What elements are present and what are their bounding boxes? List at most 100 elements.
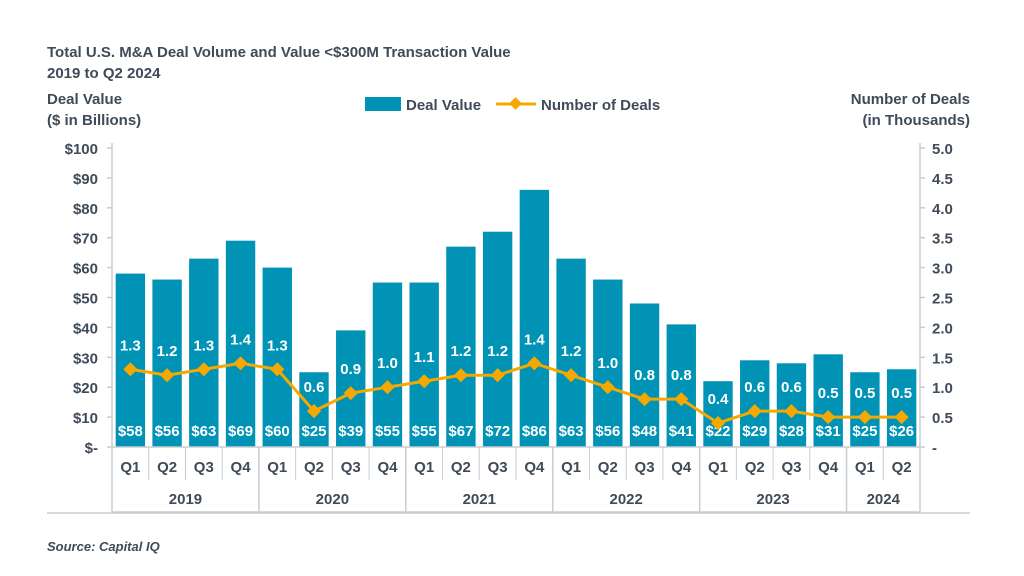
year-label: 2021 (463, 491, 496, 508)
right-tick-label: 5.0 (932, 141, 953, 158)
right-tick-label: 0.5 (932, 410, 953, 427)
line-label: 0.8 (634, 367, 655, 384)
quarter-label: Q4 (818, 459, 839, 476)
line-marker (637, 392, 652, 407)
bar-label: $72 (485, 423, 510, 440)
bar-label: $41 (669, 423, 694, 440)
line-marker (747, 404, 762, 419)
quarter-label: Q1 (561, 459, 581, 476)
quarter-label: Q3 (635, 459, 655, 476)
quarter-label: Q1 (267, 459, 287, 476)
source-note: Source: Capital IQ (47, 539, 160, 554)
right-tick-label: 1.5 (932, 350, 953, 367)
quarter-label: Q1 (414, 459, 434, 476)
left-tick-label: $- (85, 440, 98, 457)
line-marker (527, 356, 542, 371)
bar-deal-value (482, 231, 513, 447)
year-label: 2022 (609, 491, 642, 508)
left-tick-label: $10 (73, 410, 98, 427)
line-marker (306, 404, 322, 419)
right-axis-title-2: (in Thousands) (863, 112, 971, 129)
chart-subtitle: 2019 to Q2 2024 (47, 65, 161, 82)
line-label: 0.8 (671, 367, 692, 384)
bar-deal-value (115, 273, 146, 447)
left-tick-label: $30 (73, 350, 98, 367)
line-marker (674, 392, 689, 407)
bar-deal-value (189, 258, 219, 447)
left-tick-label: $70 (73, 231, 98, 248)
year-label: 2023 (756, 491, 789, 508)
left-tick-label: $90 (73, 171, 98, 188)
line-label: 1.3 (120, 337, 141, 354)
line-marker (160, 368, 175, 383)
line-marker (196, 362, 211, 377)
bar-label: $55 (375, 423, 400, 440)
bar-deal-value (519, 189, 550, 448)
right-tick-label: 3.0 (932, 261, 953, 278)
line-marker (343, 386, 358, 401)
line-marker (123, 362, 138, 377)
bar-deal-value (225, 240, 256, 447)
bar-deal-value (629, 303, 660, 447)
right-axis-title-1: Number of Deals (851, 91, 970, 108)
line-label: 1.2 (487, 343, 508, 360)
right-tick-label: 4.0 (932, 201, 953, 218)
quarter-label: Q2 (745, 459, 765, 476)
quarter-label: Q3 (194, 459, 214, 476)
bar-label: $63 (191, 423, 216, 440)
left-tick-label: $80 (73, 201, 98, 218)
line-marker (380, 380, 395, 395)
bar-label: $39 (338, 423, 363, 440)
right-tick-label: 1.0 (932, 380, 953, 397)
left-tick-label: $60 (73, 261, 98, 278)
quarter-label: Q2 (892, 459, 912, 476)
line-marker (894, 410, 909, 425)
bar-label: $56 (595, 423, 620, 440)
bar-deal-value (740, 360, 770, 447)
line-number-of-deals (130, 361, 902, 425)
left-tick-label: $50 (73, 291, 98, 308)
line-marker (857, 410, 872, 425)
left-tick-label: $100 (65, 141, 98, 158)
bar-label: $63 (559, 423, 584, 440)
bar-label: $48 (632, 423, 657, 440)
bar-label: $86 (522, 423, 547, 440)
quarter-label: Q4 (524, 459, 545, 476)
legend-marker-number-of-deals (509, 97, 522, 110)
line-label: 0.6 (781, 379, 802, 396)
quarter-label: Q3 (341, 459, 361, 476)
right-tick-label: 2.0 (932, 320, 953, 337)
chart-title: Total U.S. M&A Deal Volume and Value <$3… (47, 44, 511, 61)
line-label: 0.5 (818, 385, 839, 402)
line-label: 1.3 (267, 337, 288, 354)
right-tick-label: 2.5 (932, 291, 953, 308)
line-label: 0.5 (854, 385, 875, 402)
line-label: 1.2 (561, 343, 582, 360)
bar-label: $60 (265, 423, 290, 440)
line-label: 0.9 (340, 361, 361, 378)
bar-deal-value (593, 279, 623, 447)
line-label: 0.6 (304, 379, 325, 396)
bar-label: $56 (155, 423, 180, 440)
line-label: 1.2 (450, 343, 471, 360)
line-label: 1.2 (157, 343, 178, 360)
line-label: 1.4 (230, 331, 252, 348)
bar-label: $28 (779, 423, 804, 440)
quarter-label: Q4 (231, 459, 252, 476)
line-label: 1.0 (597, 355, 618, 372)
quarter-label: Q4 (671, 459, 692, 476)
bar-deal-value (703, 381, 733, 447)
line-marker (270, 362, 285, 377)
quarter-label: Q1 (855, 459, 875, 476)
line-label: 1.1 (414, 349, 435, 366)
line-label: 1.4 (524, 331, 546, 348)
line-label: 0.4 (708, 391, 730, 408)
bar-label: $22 (705, 423, 730, 440)
bar-deal-value (813, 354, 843, 447)
bar-deal-value (556, 258, 586, 447)
bar-label: $25 (301, 423, 326, 440)
line-marker (417, 374, 432, 389)
quarter-label: Q4 (377, 459, 398, 476)
legend-swatch-deal-value (365, 97, 401, 111)
